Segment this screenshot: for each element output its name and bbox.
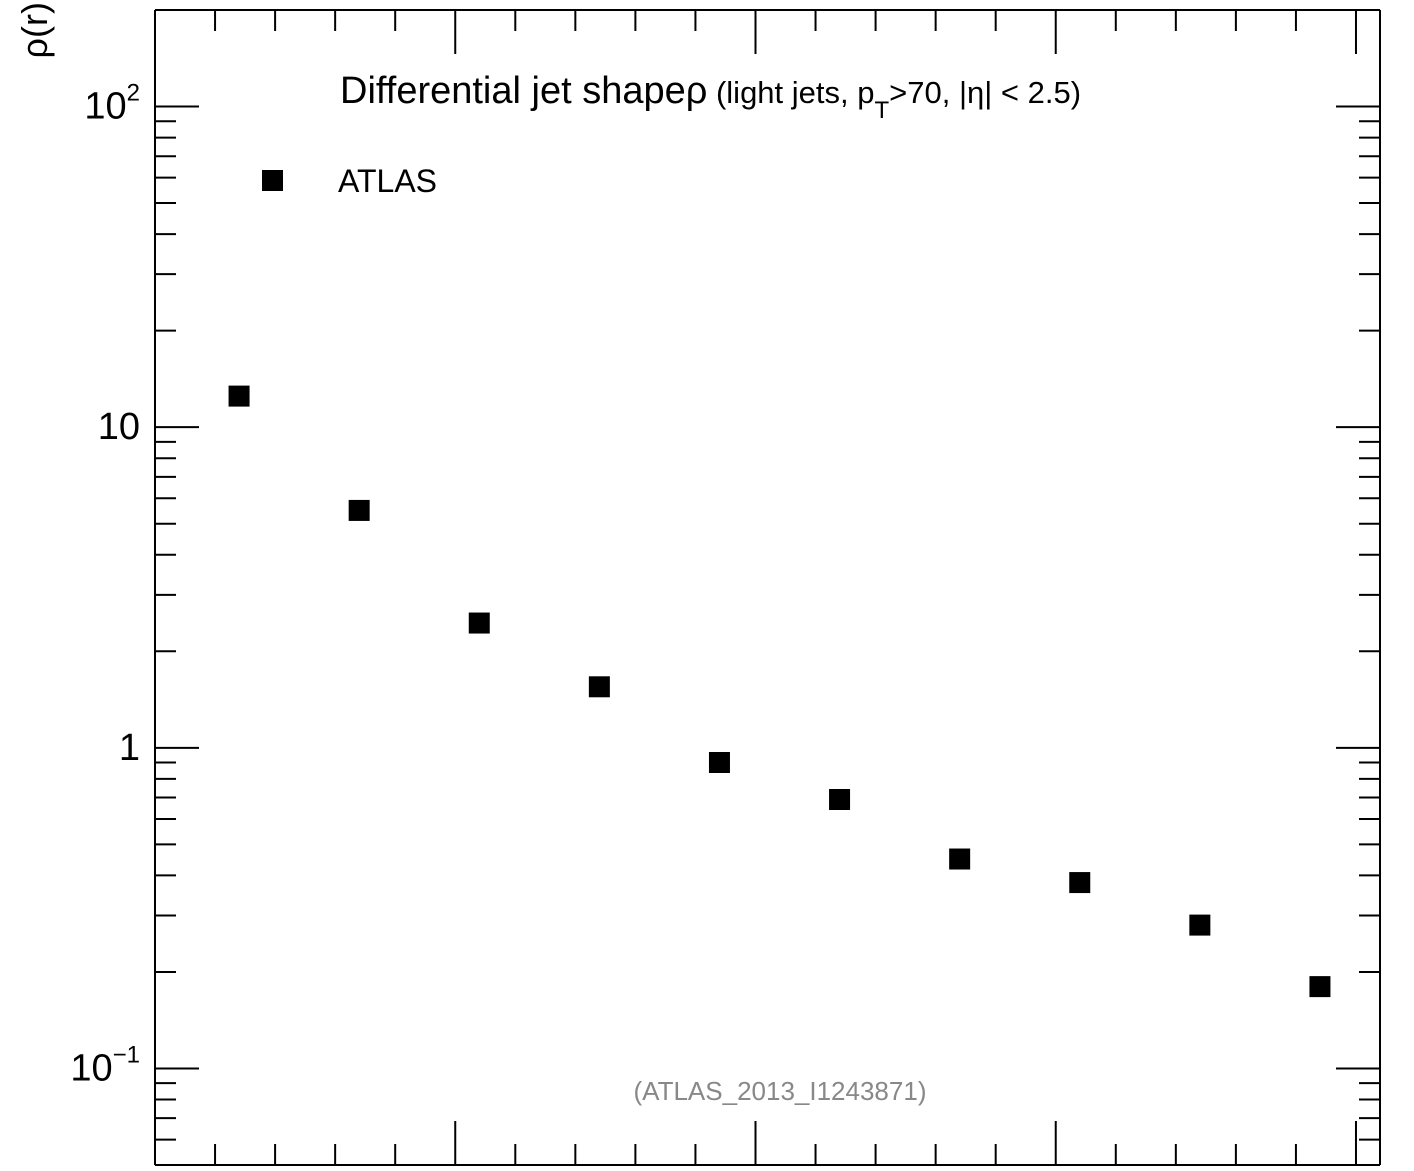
- title-rho: ρ: [686, 70, 708, 112]
- data-point: [588, 676, 610, 698]
- data-point: [949, 848, 971, 870]
- data-point: [228, 385, 250, 407]
- title-details-sub: T: [874, 97, 889, 124]
- y-axis-label: ρ(r): [14, 2, 55, 58]
- title-main: Differential jet shape: [340, 70, 686, 112]
- legend-label-atlas: ATLAS: [338, 163, 437, 199]
- y-tick-labels: 102 10 1 10−1: [70, 80, 140, 1090]
- data-point: [1189, 914, 1211, 936]
- chart-title: Differential jet shapeρ (light jets, pT>…: [340, 70, 1081, 124]
- y-tick-label: 1: [119, 727, 140, 769]
- data-point: [708, 751, 730, 773]
- title-details-after: >70, |η| < 2.5): [889, 75, 1081, 110]
- y-tick-label: 102: [84, 80, 140, 128]
- y-tick-label: 10: [98, 406, 140, 448]
- data-point: [348, 499, 370, 521]
- chart-annotation: (ATLAS_2013_I1243871): [634, 1076, 927, 1106]
- data-point: [1309, 976, 1331, 998]
- legend-marker-atlas: [262, 170, 283, 191]
- data-points: [228, 385, 1331, 998]
- data-point: [829, 788, 851, 810]
- title-details-before: (light jets, p: [707, 75, 874, 110]
- axis-ticks: [154, 9, 1380, 1166]
- data-point: [468, 612, 490, 634]
- y-tick-label: 10−1: [70, 1041, 140, 1089]
- data-point: [1069, 872, 1091, 894]
